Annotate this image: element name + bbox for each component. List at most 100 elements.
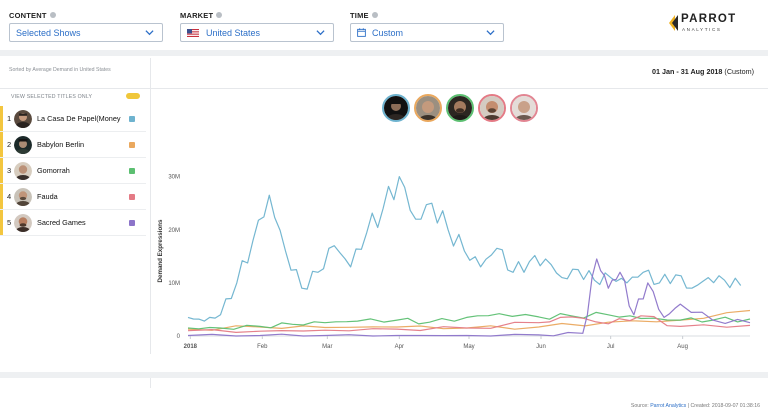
series-swatch — [129, 167, 135, 174]
date-range: 01 Jan - 31 Aug 2018 (Custom) — [652, 67, 754, 76]
avatar-image — [384, 96, 408, 120]
divider — [150, 378, 151, 388]
series-swatch — [129, 193, 135, 200]
rank-bar — [0, 184, 3, 209]
content-select-value: Selected Shows — [16, 27, 81, 38]
x-tick-label: May — [463, 344, 474, 350]
x-tick-label: Feb — [257, 344, 268, 350]
chevron-down-icon — [145, 30, 154, 36]
avatar-image — [416, 96, 440, 120]
view-selected-label: VIEW SELECTED TITLES ONLY — [11, 94, 93, 100]
avatar — [14, 136, 32, 154]
series-line — [187, 258, 751, 337]
view-selected-toggle[interactable] — [126, 93, 140, 99]
footer-source-prefix: Source: — [630, 403, 651, 409]
rank-bar — [0, 158, 3, 183]
x-tick-label: 2018 — [184, 344, 198, 350]
list-item[interactable]: 4 Fauda — [0, 184, 146, 210]
chevron-down-icon — [486, 30, 495, 36]
title-name: Babylon Berlin — [37, 140, 85, 149]
y-tick-label: 20M — [168, 228, 180, 234]
info-icon[interactable] — [371, 12, 378, 18]
y-tick-label: 30M — [168, 175, 180, 181]
time-filter: TIME Custom — [350, 10, 504, 42]
avatar-image — [448, 96, 472, 120]
avatar — [14, 188, 32, 206]
list-item[interactable]: 2 Babylon Berlin — [0, 132, 146, 158]
series-line — [187, 176, 742, 322]
market-filter-label: MARKET — [180, 10, 214, 20]
info-icon[interactable] — [49, 12, 56, 18]
rank-number: 1 — [7, 114, 12, 123]
series-swatch — [129, 115, 135, 122]
title-name: La Casa De Papel(Money — [37, 114, 121, 123]
divider — [0, 88, 768, 89]
x-tick-label: Jun — [536, 344, 546, 350]
divider — [0, 50, 768, 56]
rank-number: 3 — [7, 166, 12, 175]
logo-name: PARROT — [681, 13, 737, 25]
title-name: Gomorrah — [37, 166, 70, 175]
series-line — [187, 311, 751, 330]
market-select[interactable]: United States — [180, 23, 334, 42]
series-line — [187, 315, 751, 333]
us-flag-icon — [187, 28, 199, 37]
content-filter-label: CONTENT — [9, 10, 47, 20]
avatar[interactable] — [446, 94, 474, 122]
rank-number: 5 — [7, 218, 12, 227]
chevron-down-icon — [316, 30, 325, 36]
chart-avatar-strip — [382, 94, 542, 124]
divider — [150, 58, 151, 354]
content-select[interactable]: Selected Shows — [9, 23, 163, 42]
list-item[interactable]: 1 La Casa De Papel(Money — [0, 106, 146, 132]
demand-line-chart: 0 10M 20M 30M Demand Expressions 2018 Feb Mar Ap… — [157, 175, 751, 350]
market-filter: MARKET United States — [180, 10, 334, 42]
list-item[interactable]: 3 Gomorrah — [0, 158, 146, 184]
list-item[interactable]: 5 Sacred Games — [0, 210, 146, 236]
avatar-image — [512, 96, 536, 120]
rank-number: 4 — [7, 192, 12, 201]
x-tick-label: Jul — [607, 344, 615, 350]
rank-bar — [0, 210, 3, 235]
x-tick-label: Mar — [322, 344, 332, 350]
parrot-analytics-logo[interactable]: PARROT ANALYTICS — [669, 12, 759, 36]
avatar[interactable] — [478, 94, 506, 122]
footer-created: | Created: 2018-09-07 01:38:16 — [686, 403, 760, 409]
rank-number: 2 — [7, 140, 12, 149]
y-axis-label: Demand Expressions — [157, 219, 164, 282]
sort-note: Sorted by Average Demand in United State… — [9, 67, 111, 73]
avatar[interactable] — [382, 94, 410, 122]
series-swatch — [129, 141, 135, 148]
avatar-image — [480, 96, 504, 120]
logo-sub: ANALYTICS — [682, 27, 722, 32]
rank-bar — [0, 106, 3, 131]
time-select-value: Custom — [372, 27, 404, 38]
title-name: Sacred Games — [37, 218, 86, 227]
filter-bar: CONTENT Selected Shows MARKET United Sta… — [0, 0, 768, 50]
title-list: 1 La Casa De Papel(Money 2 Babylon Berli… — [0, 106, 146, 236]
x-tick-label: Aug — [677, 344, 688, 350]
parrot-logo-icon — [669, 15, 678, 31]
date-range-value: 01 Jan - 31 Aug 2018 — [651, 67, 723, 76]
avatar — [14, 214, 32, 232]
avatar[interactable] — [510, 94, 538, 122]
rank-bar — [0, 132, 3, 157]
avatar — [14, 110, 32, 128]
date-range-suffix: (Custom) — [722, 67, 754, 76]
y-tick-label: 0 — [177, 334, 181, 340]
x-tick-label: Apr — [395, 344, 404, 350]
market-select-value: United States — [206, 27, 261, 38]
footer: Source: Parrot Analytics | Created: 2018… — [631, 403, 760, 409]
content-filter: CONTENT Selected Shows — [9, 10, 163, 42]
info-icon[interactable] — [216, 12, 223, 18]
calendar-icon — [357, 28, 366, 37]
y-tick-label: 10M — [168, 281, 180, 287]
avatar[interactable] — [414, 94, 442, 122]
avatar — [14, 162, 32, 180]
time-filter-label: TIME — [350, 10, 369, 20]
time-select[interactable]: Custom — [350, 23, 504, 42]
title-name: Fauda — [37, 192, 58, 201]
divider — [0, 372, 768, 378]
footer-source-link[interactable]: Parrot Analytics — [650, 403, 687, 409]
series-swatch — [129, 219, 135, 226]
